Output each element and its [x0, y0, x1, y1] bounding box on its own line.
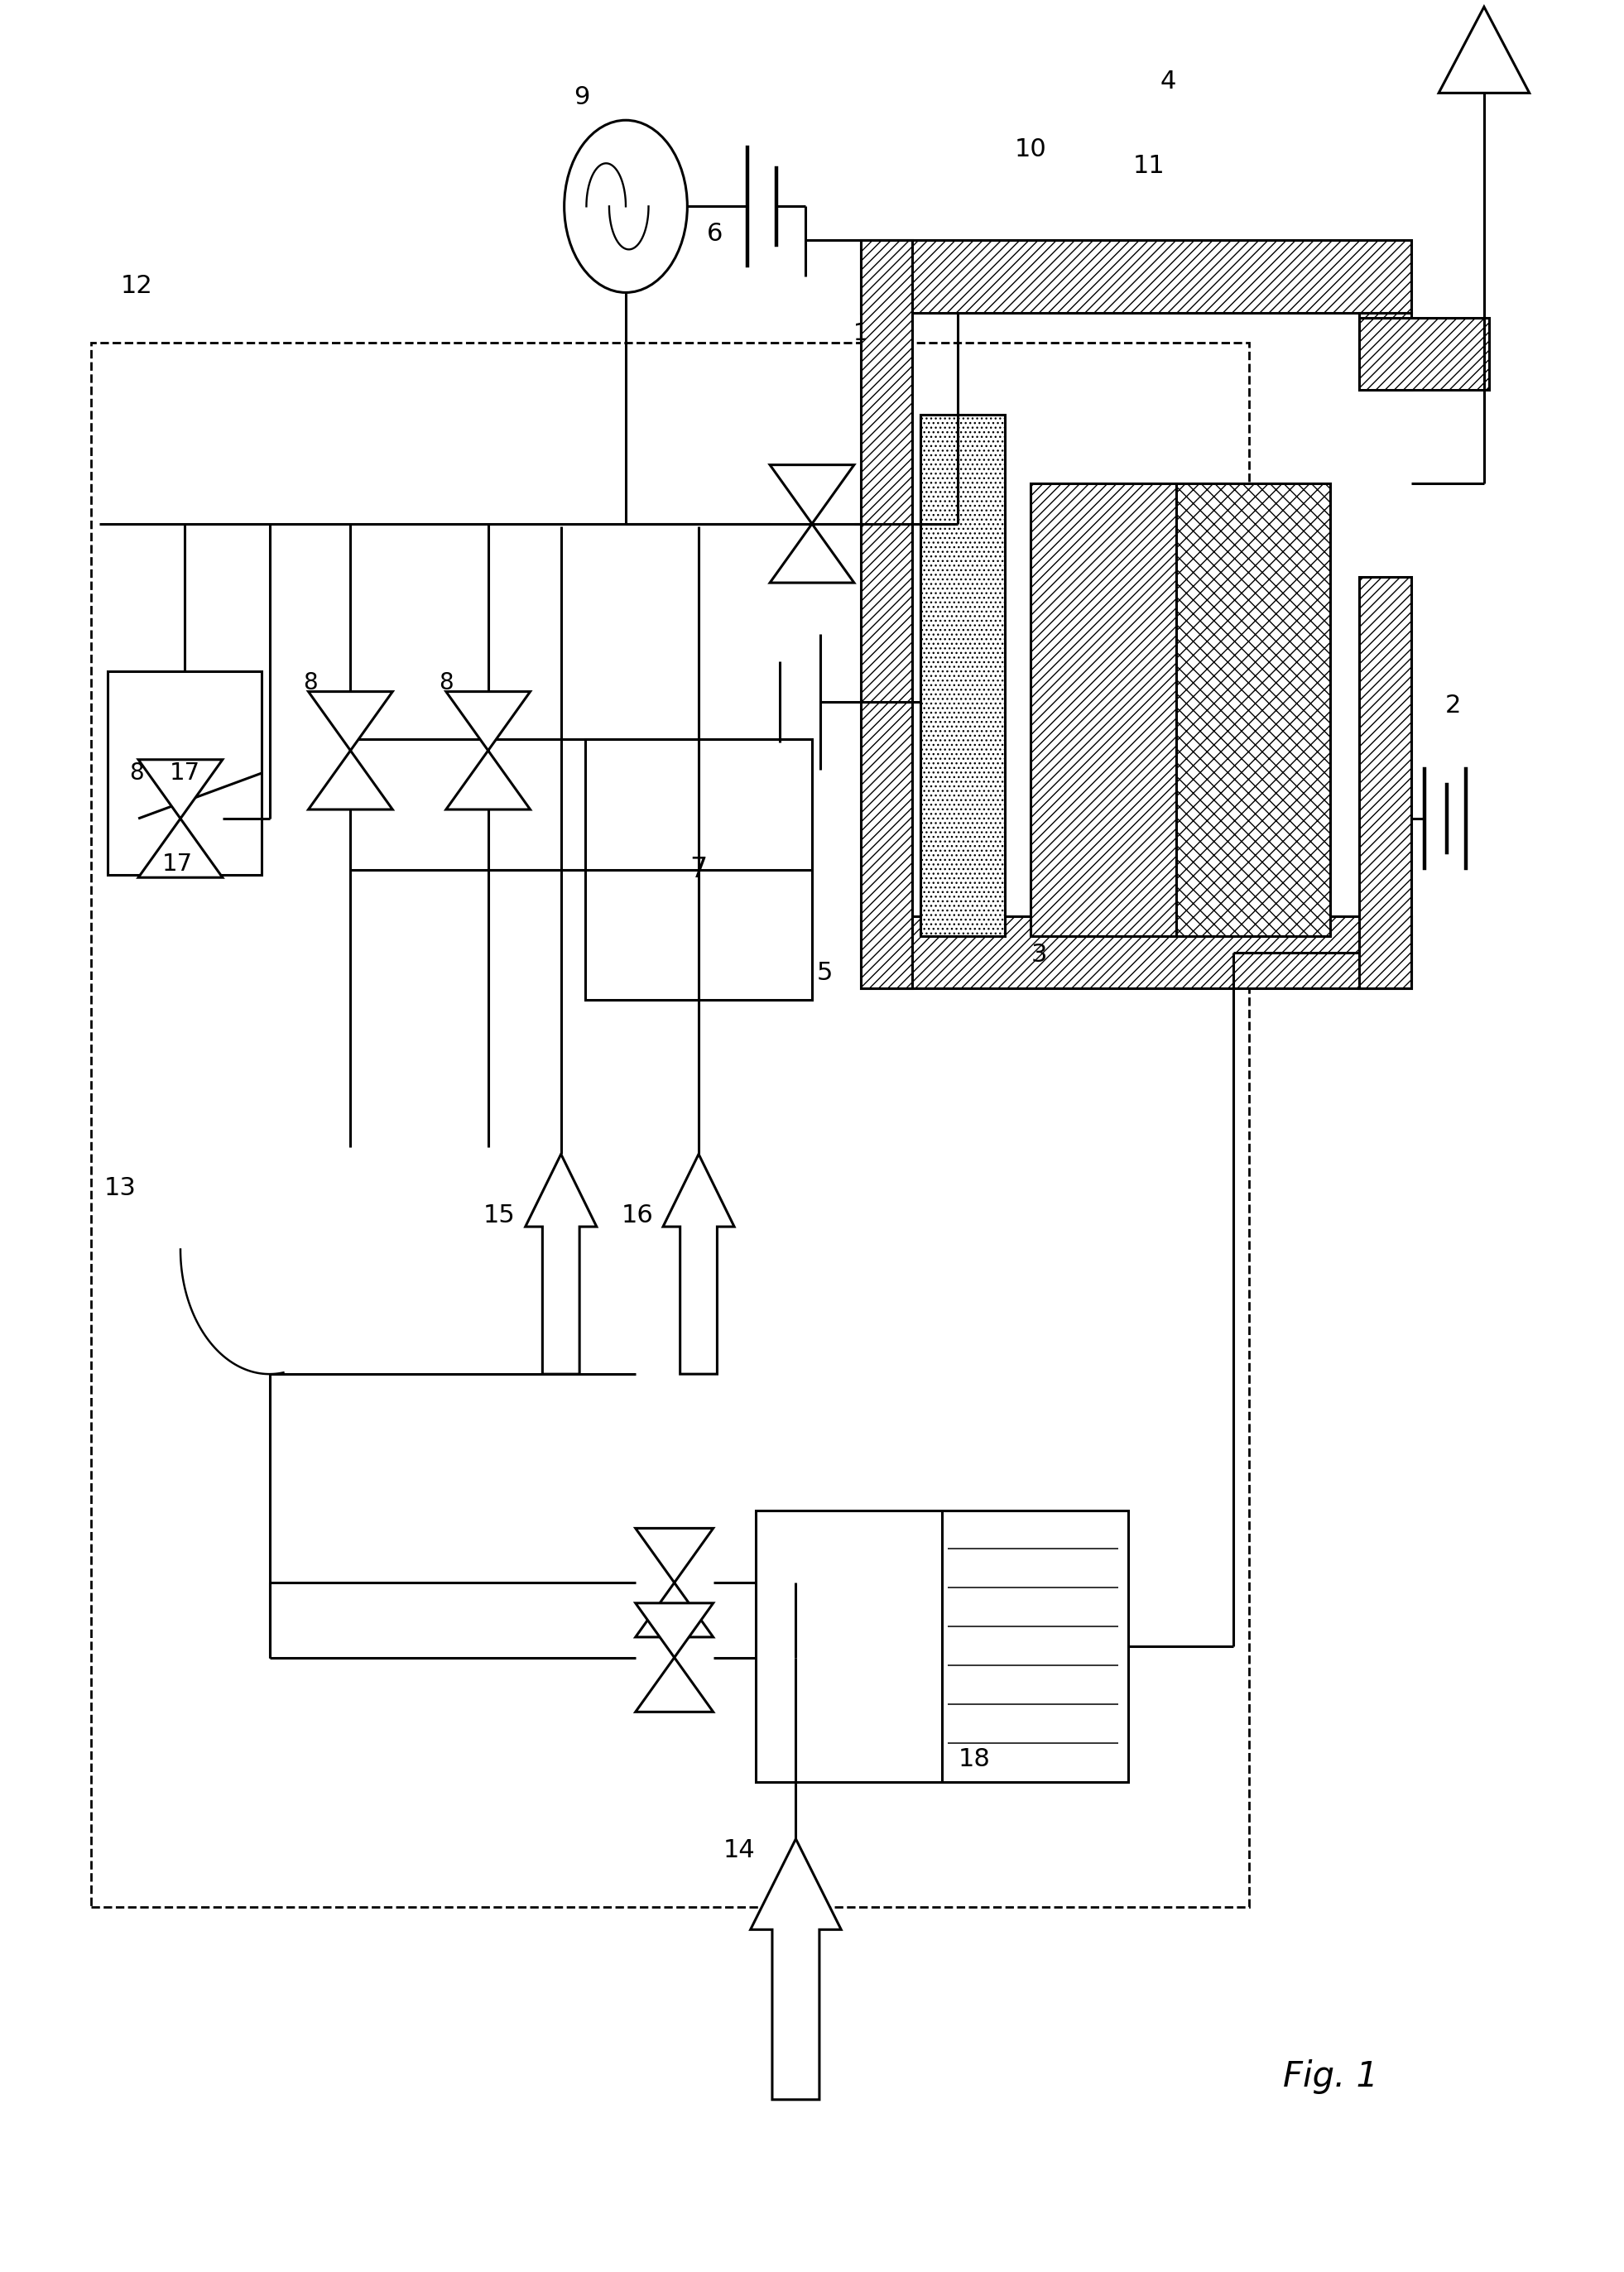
- Bar: [585, 738, 812, 1000]
- Bar: [861, 241, 913, 988]
- Text: 8: 8: [438, 670, 453, 695]
- Bar: [1031, 484, 1176, 936]
- Polygon shape: [770, 525, 854, 582]
- Bar: [107, 670, 261, 875]
- Text: 15: 15: [484, 1204, 515, 1227]
- Text: 8: 8: [130, 761, 145, 784]
- Text: 6: 6: [706, 223, 723, 245]
- Bar: [1359, 314, 1411, 391]
- Polygon shape: [138, 818, 222, 877]
- Text: 10: 10: [1015, 139, 1046, 161]
- Polygon shape: [526, 1154, 596, 1375]
- Bar: [1176, 484, 1330, 936]
- Polygon shape: [138, 759, 222, 818]
- Text: 17: 17: [162, 852, 193, 875]
- Text: 12: 12: [120, 273, 153, 298]
- Text: 8: 8: [302, 670, 317, 695]
- Text: 7: 7: [690, 857, 708, 884]
- Polygon shape: [447, 691, 529, 750]
- Bar: [91, 343, 1249, 1906]
- Text: 16: 16: [620, 1204, 653, 1227]
- Bar: [1359, 318, 1489, 391]
- Polygon shape: [635, 1529, 713, 1584]
- Polygon shape: [750, 1838, 841, 2099]
- Text: 11: 11: [1134, 154, 1164, 177]
- Polygon shape: [1439, 7, 1530, 93]
- Text: 2: 2: [1445, 693, 1462, 718]
- Text: 4: 4: [1160, 70, 1176, 93]
- Polygon shape: [635, 1604, 713, 1659]
- Polygon shape: [770, 466, 854, 525]
- Bar: [861, 916, 1411, 988]
- Text: 3: 3: [1031, 943, 1047, 966]
- Bar: [861, 241, 1411, 314]
- Polygon shape: [635, 1584, 713, 1638]
- Text: 9: 9: [573, 86, 590, 109]
- Bar: [755, 1511, 1127, 1781]
- Polygon shape: [447, 750, 529, 809]
- Polygon shape: [635, 1659, 713, 1711]
- Text: 14: 14: [723, 1838, 755, 1863]
- Text: 17: 17: [169, 761, 200, 784]
- Text: 1: 1: [853, 323, 867, 345]
- Bar: [1359, 577, 1411, 988]
- Bar: [921, 416, 1005, 936]
- Polygon shape: [663, 1154, 734, 1375]
- Polygon shape: [309, 750, 393, 809]
- Text: 13: 13: [104, 1177, 136, 1200]
- Text: 18: 18: [958, 1747, 991, 1772]
- Text: 5: 5: [817, 961, 833, 984]
- Polygon shape: [309, 691, 393, 750]
- Text: Fig. 1: Fig. 1: [1283, 2061, 1377, 2095]
